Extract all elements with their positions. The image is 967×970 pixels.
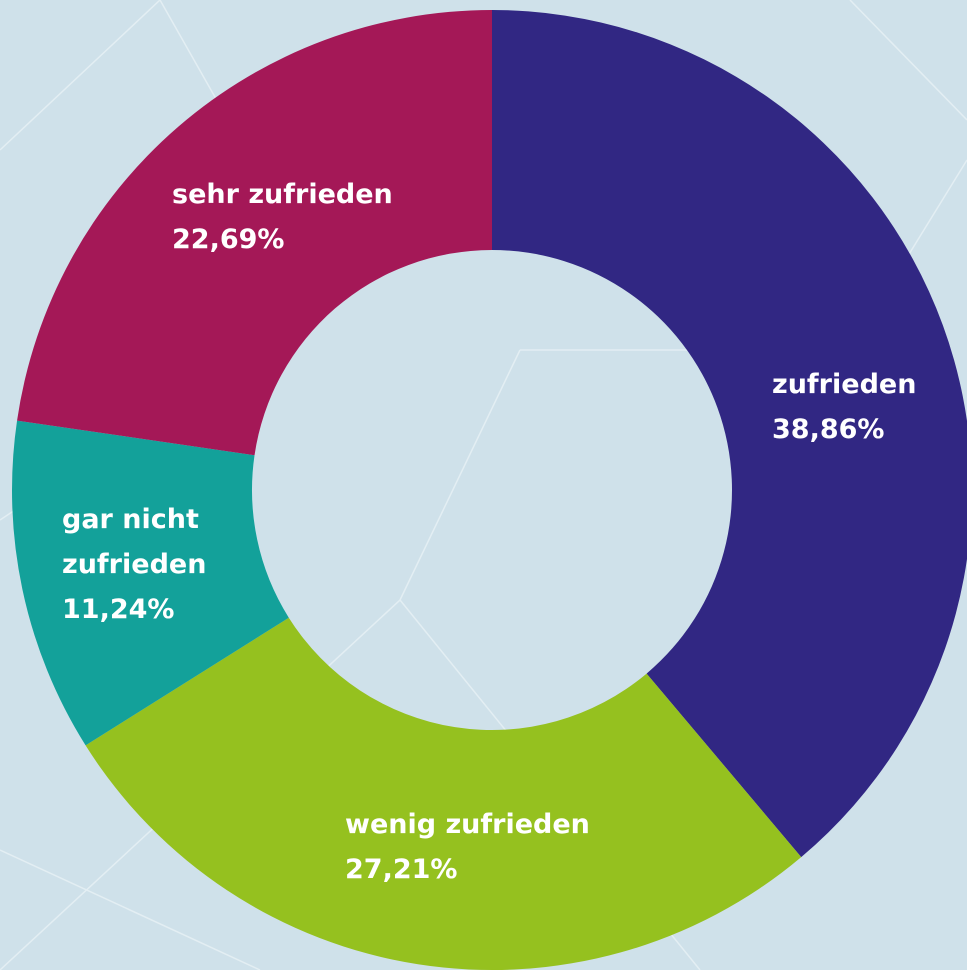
segment-value: 11,24% (62, 594, 175, 625)
donut-segment (12, 420, 289, 746)
segment-value: 22,69% (172, 224, 285, 255)
donut-segment (17, 10, 492, 456)
segment-label: zufrieden (772, 369, 917, 400)
donut-segment (85, 617, 802, 970)
segment-value: 27,21% (345, 854, 458, 885)
segment-value: 38,86% (772, 414, 885, 445)
segment-label: wenig zufrieden (345, 809, 590, 840)
segment-label: sehr zufrieden (172, 179, 393, 210)
donut-segment (492, 10, 967, 858)
segment-label: gar nicht zufrieden (62, 504, 207, 580)
